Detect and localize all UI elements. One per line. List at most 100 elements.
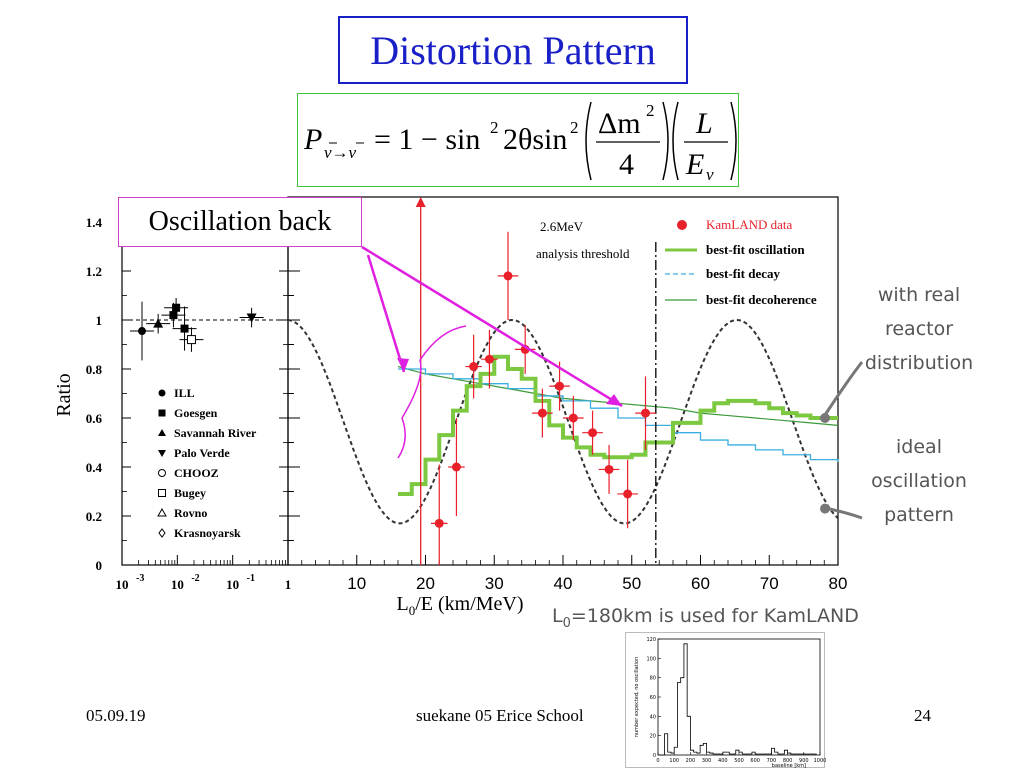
note-ideal-line3: pattern — [884, 504, 954, 526]
formula-sub: ν→ν — [324, 143, 357, 162]
inset-x-tick-label: 300 — [702, 758, 712, 764]
y-tick-label: 1.4 — [86, 215, 103, 230]
legend-marker — [158, 489, 166, 497]
data-point — [503, 271, 513, 281]
formula-box: P ν→ν = 1 − sin 2 2θsin 2 Δm 2 4 L E ν — [297, 93, 739, 187]
point-marker — [180, 324, 189, 333]
note-real: with real reactor distribution — [844, 278, 994, 380]
point-marker — [186, 335, 196, 345]
x-tick-label: 40 — [554, 574, 573, 593]
inset-y-tick-label: 80 — [650, 676, 656, 682]
legend-label: Savannah River — [174, 426, 257, 440]
x-tick-label: 20 — [416, 574, 435, 593]
formula-sq1: 2 — [490, 118, 499, 137]
point-marker — [246, 313, 257, 323]
legend-marker-data — [677, 220, 687, 230]
inset-y-tick-label: 100 — [646, 656, 656, 662]
inset-x-tick-label: 800 — [783, 758, 793, 764]
inset-x-label: baseline [km] — [772, 763, 806, 769]
data-point — [555, 381, 565, 391]
data-point — [451, 462, 461, 472]
data-point — [641, 408, 650, 418]
x-tick-label: 10 — [171, 577, 184, 592]
y-tick-label: 0.4 — [86, 460, 103, 475]
inset-x-tick-label: 200 — [686, 758, 696, 764]
legend-marker — [158, 469, 166, 477]
inset-x-tick-label: 900 — [799, 758, 809, 764]
inset-x-tick-label: 600 — [750, 758, 760, 764]
note-ideal: ideal oscillation pattern — [844, 430, 994, 532]
x-tick-label: 60 — [691, 574, 710, 593]
threshold-label-1: 2.6MeV — [540, 219, 584, 234]
formula-2theta: 2θsin — [503, 123, 567, 156]
legend-label-decoh: best-fit decoherence — [706, 292, 817, 307]
x-tick-label: 30 — [485, 574, 504, 593]
legend-marker — [158, 409, 166, 417]
threshold-label-2: analysis threshold — [536, 246, 630, 261]
legend-marker — [158, 528, 166, 538]
y-tick-label: 0.6 — [86, 411, 103, 426]
legend-marker — [158, 389, 166, 397]
x-tick-label: 50 — [622, 574, 641, 593]
inset-y-tick-label: 20 — [650, 734, 656, 740]
footer-page: 24 — [914, 706, 931, 725]
decay-curve — [398, 368, 839, 463]
footer-date: 05.09.19 — [86, 706, 146, 725]
legend-label: Bugey — [174, 486, 206, 500]
x-tick-label: 10 — [226, 577, 239, 592]
legend-label: Krasnoyarsk — [174, 526, 241, 540]
inset-x-tick-label: 400 — [718, 758, 728, 764]
data-point — [469, 362, 479, 372]
ideal-oscillation-curve — [287, 318, 839, 525]
left-panel: 0 0.2 0.4 0.6 0.8 1 1.2 1.4 Ratio 10 -3 10 -2 10 -1 1 IL… — [53, 215, 291, 592]
callout-arrowhead-long — [606, 394, 622, 406]
formula-svg: P ν→ν = 1 − sin 2 2θsin 2 Δm 2 4 L E ν — [303, 101, 737, 184]
data-point — [484, 354, 494, 364]
formula-dm: Δm — [598, 107, 641, 140]
baseline-note-L: L — [552, 605, 563, 627]
ideal-pointer — [824, 506, 863, 520]
inset-y-tick-label: 40 — [650, 714, 656, 720]
point-marker — [138, 327, 147, 336]
x-tick-exponent: -2 — [191, 573, 199, 584]
formula-paren1 — [585, 101, 592, 181]
x-tick-exponent: -1 — [247, 573, 255, 584]
x-tick-label: 70 — [760, 574, 779, 593]
x-tick-exponent: -3 — [136, 573, 144, 584]
callout-arrowhead-short — [397, 358, 409, 372]
inset-svg: 0 100 200 300 400 500 600 700 800 900 1000 0 20 40 60 8… — [634, 637, 826, 769]
data-point — [537, 408, 547, 418]
inset-x-tick-label: 500 — [734, 758, 744, 764]
formula-paren4 — [730, 101, 737, 181]
annotations — [361, 245, 864, 520]
callout-curve — [397, 325, 467, 459]
inset-histogram: 0 100 200 300 400 500 600 700 800 900 1000 0 20 40 60 8… — [625, 632, 826, 769]
formula-four: 4 — [619, 148, 634, 181]
upper-limit-arrow — [415, 197, 426, 207]
point-marker — [153, 318, 164, 328]
inset-y-tick-label: 60 — [650, 695, 656, 701]
formula-nu: ν — [706, 165, 714, 184]
legend-label: Goesgen — [174, 406, 218, 420]
point-marker — [169, 311, 178, 320]
x-tick-label: 80 — [829, 574, 848, 593]
legend-marker — [158, 429, 166, 436]
callout-arrow-long — [361, 245, 623, 408]
data-point — [568, 413, 578, 423]
formula-P: P — [303, 123, 322, 156]
inset-histogram-line — [658, 643, 817, 756]
data-point — [588, 428, 598, 438]
x-tick-label: 10 — [116, 577, 129, 592]
point-marker — [172, 303, 181, 312]
formula-dm-sq: 2 — [646, 101, 655, 120]
legend-marker — [157, 507, 167, 517]
y-tick-label: 1 — [96, 313, 103, 328]
legend-label-data: KamLAND data — [706, 217, 793, 232]
inset-x-tick-label: 700 — [767, 758, 777, 764]
inset-frame — [657, 638, 821, 756]
note-ideal-line1: ideal — [896, 436, 942, 458]
note-real-line2: reactor — [884, 318, 954, 340]
formula-eq: = 1 − sin — [374, 123, 480, 156]
y-axis-label: Ratio — [53, 373, 75, 416]
